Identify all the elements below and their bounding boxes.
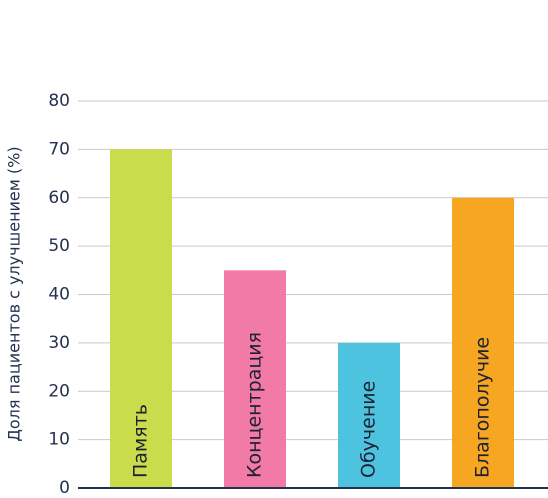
y-tick-label: 80 — [48, 91, 70, 111]
bar — [110, 149, 172, 488]
y-tick-label: 0 — [59, 478, 70, 498]
bar — [224, 270, 286, 488]
bar — [452, 197, 514, 488]
category-label: Память — [130, 404, 152, 478]
category-label: Благополучие — [472, 337, 494, 478]
y-tick-label: 20 — [48, 381, 70, 401]
y-tick-label: 40 — [48, 285, 70, 305]
category-label: Концентрация — [244, 332, 266, 478]
y-tick-label: 10 — [48, 430, 70, 450]
y-axis-title: Доля пациентов с улучшением (%) — [5, 146, 24, 441]
y-tick-label: 30 — [48, 333, 70, 353]
y-tick-label: 70 — [48, 139, 70, 159]
category-label: Обучение — [358, 381, 380, 478]
y-tick-label: 60 — [48, 188, 70, 208]
y-tick-label: 50 — [48, 236, 70, 256]
bar — [338, 342, 400, 488]
